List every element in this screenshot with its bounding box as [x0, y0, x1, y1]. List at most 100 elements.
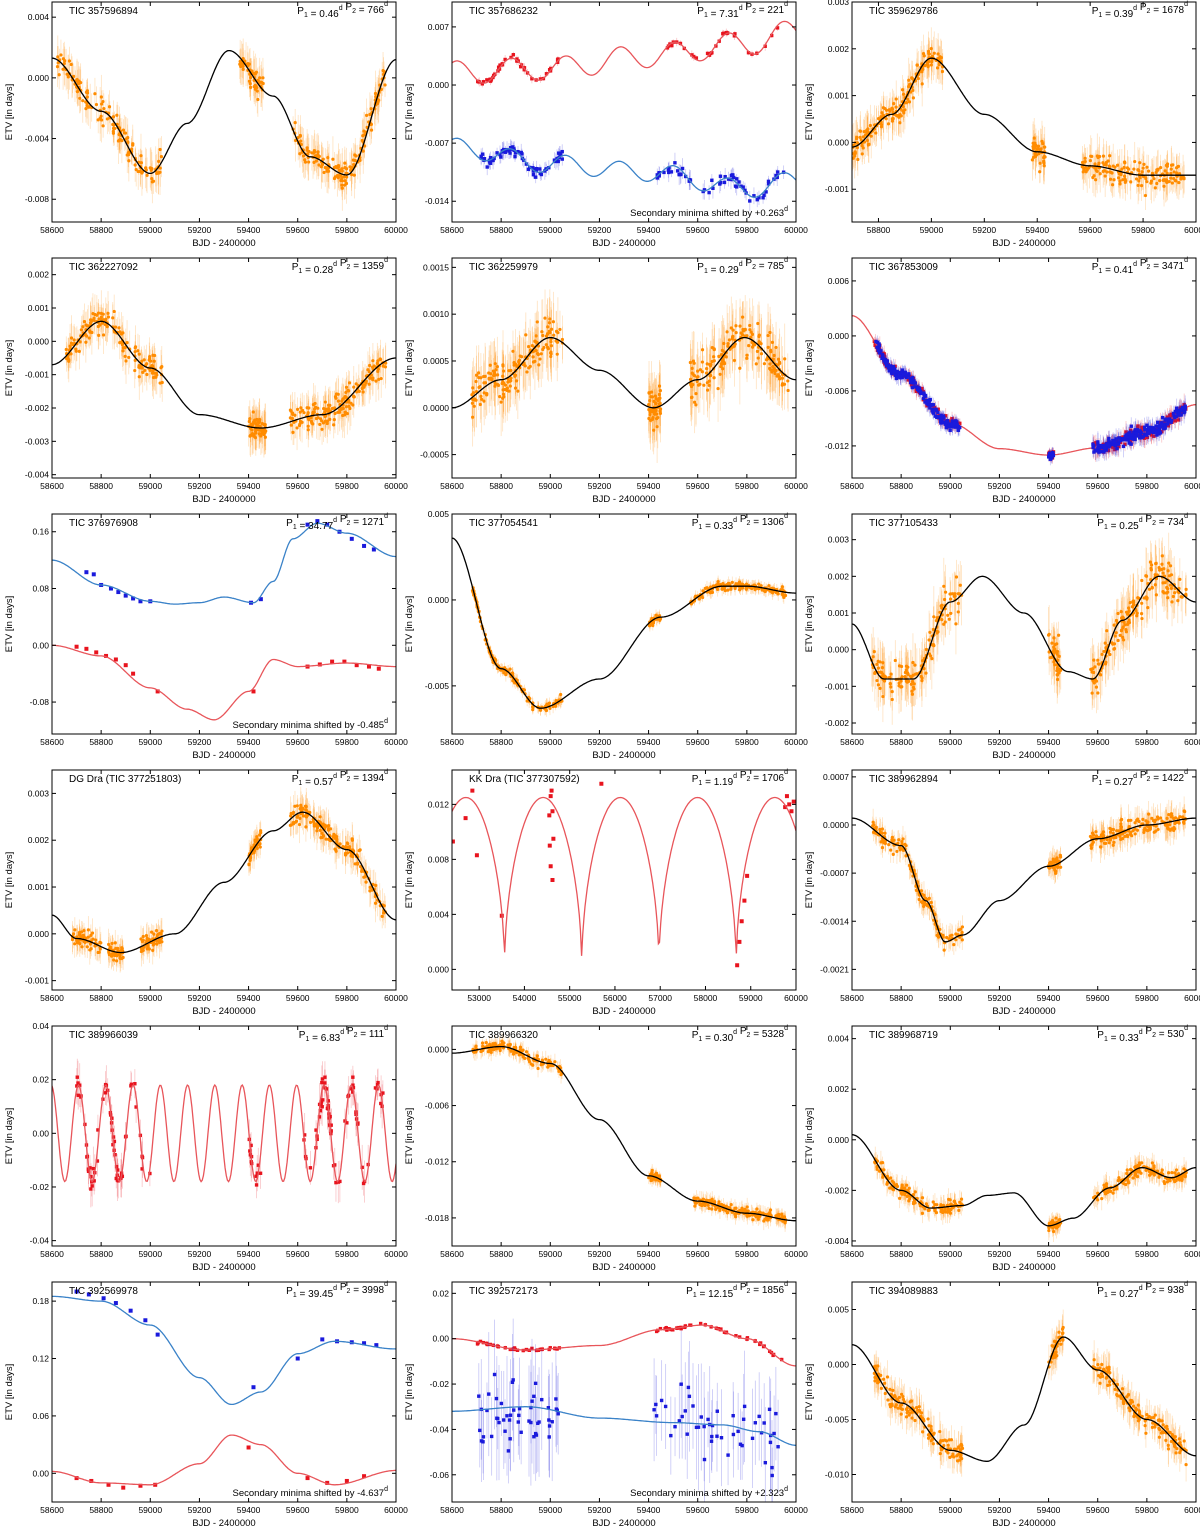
data-point [490, 377, 494, 381]
data-point [657, 174, 661, 178]
data-point [720, 348, 724, 353]
data-point [874, 131, 878, 135]
data-point [496, 65, 501, 69]
data-point [940, 420, 944, 424]
data-point [928, 406, 932, 410]
data-point [340, 399, 344, 403]
data-point [555, 60, 560, 65]
data-point [67, 59, 72, 63]
period-label: P1 = 0.39d P2 = 1678d [1092, 1, 1188, 20]
period-label: P1 = 0.29d P2 = 785d [697, 257, 788, 276]
plot-area [452, 289, 796, 463]
data-point [139, 365, 143, 369]
data-point [761, 196, 765, 200]
data-point [667, 166, 671, 170]
data-point [1138, 436, 1142, 440]
data-point [917, 388, 922, 393]
data-point [320, 427, 324, 431]
data-point [96, 324, 100, 329]
data-point [754, 362, 758, 366]
data-point [894, 113, 899, 118]
data-point [1165, 415, 1170, 419]
data-point [376, 359, 380, 363]
data-point [55, 64, 60, 69]
data-point [343, 410, 347, 414]
data-point [332, 417, 336, 422]
data-point [137, 365, 141, 369]
data-point [1153, 186, 1157, 190]
data-points [64, 290, 388, 458]
data-point [1174, 179, 1178, 183]
data-point [1032, 142, 1037, 147]
data-point [1136, 168, 1140, 172]
data-point [873, 343, 877, 347]
data-point [920, 386, 924, 391]
data-point [1124, 179, 1128, 183]
x-tick-label: 59200 [972, 225, 996, 235]
data-point [701, 189, 705, 194]
data-point [749, 335, 753, 339]
data-point [1175, 409, 1179, 413]
data-point [898, 374, 903, 379]
data-point [543, 316, 547, 320]
y-tick-label: 0.007 [428, 22, 450, 32]
data-point [316, 406, 320, 410]
data-point [383, 365, 388, 369]
data-point [1135, 429, 1139, 434]
data-point [513, 151, 518, 155]
data-point [140, 359, 144, 363]
data-point [68, 344, 72, 348]
data-point [953, 425, 957, 429]
data-point [116, 139, 121, 143]
panel-title: TIC 359629786 [869, 6, 938, 17]
data-point [758, 341, 762, 345]
data-point [517, 359, 521, 363]
data-point [527, 344, 531, 349]
data-point [518, 64, 523, 69]
period-superscript: d [333, 261, 337, 268]
data-point [530, 77, 534, 81]
data-point [119, 340, 124, 344]
data-point [765, 357, 769, 361]
data-point [647, 391, 651, 395]
data-point [534, 168, 539, 173]
data-point [1178, 172, 1182, 176]
data-points [55, 35, 387, 211]
data-point [940, 416, 944, 420]
x-tick-label: 60000 [784, 481, 808, 491]
data-point [658, 396, 662, 400]
model-curve [52, 320, 396, 429]
data-point [340, 183, 344, 187]
data-point [298, 419, 303, 423]
data-point [726, 344, 730, 348]
data-point [738, 366, 742, 370]
data-point [241, 67, 245, 71]
data-point [907, 100, 912, 104]
y-axis-label: ETV [in days] [404, 340, 415, 397]
data-point [740, 332, 745, 337]
data-point [524, 162, 529, 166]
data-point [865, 138, 869, 143]
data-point [546, 347, 550, 351]
data-point [1118, 179, 1122, 183]
data-point [718, 174, 723, 178]
data-point [658, 411, 663, 415]
data-point [323, 400, 327, 404]
data-point [756, 356, 760, 360]
data-point [306, 424, 310, 428]
data-point [312, 410, 316, 414]
data-point [859, 138, 863, 142]
data-point [731, 334, 735, 338]
data-point [66, 75, 70, 79]
data-point [1112, 178, 1116, 182]
data-point [874, 339, 878, 344]
plot-area [852, 27, 1196, 211]
data-point [908, 376, 913, 381]
data-point [331, 157, 335, 161]
data-point [482, 157, 487, 161]
data-point [338, 408, 342, 412]
data-point [158, 147, 162, 152]
data-point [291, 430, 295, 434]
data-point [648, 413, 652, 417]
etv-panel: 58600 58800 59000 59200 59400 59600 59800 60000… [400, 256, 808, 512]
